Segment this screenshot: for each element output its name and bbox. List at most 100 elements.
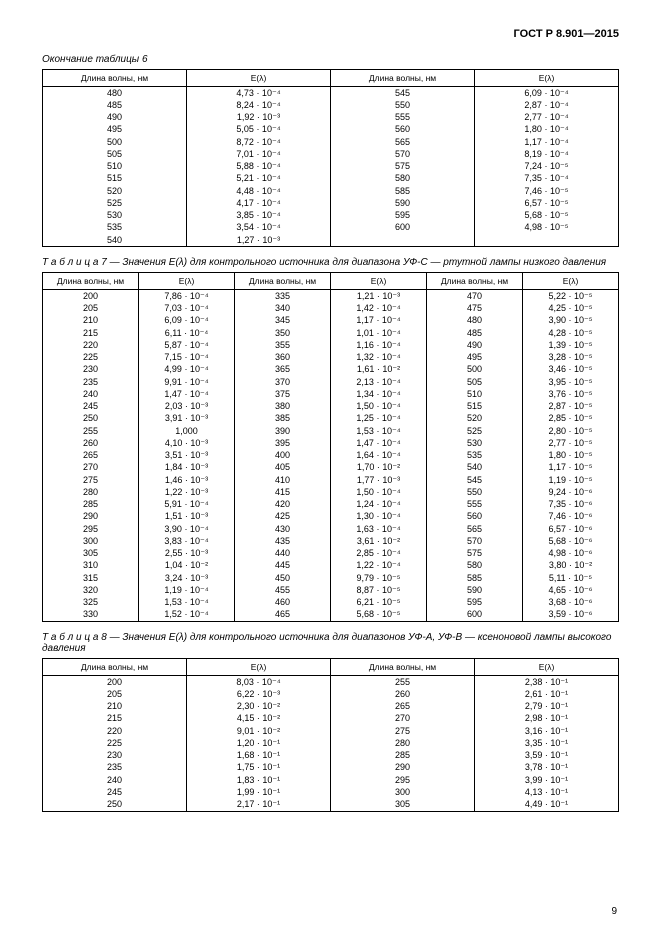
column-header: Длина волны, нм (43, 659, 187, 676)
cell: 480 (427, 315, 523, 327)
cell: 6,57 · 10⁻⁵ (475, 197, 619, 209)
cell: 345 (235, 315, 331, 327)
cell: 405 (235, 462, 331, 474)
cell: 470 (427, 290, 523, 303)
column-header: Длина волны, нм (331, 659, 475, 676)
cell: 8,19 · 10⁻⁴ (475, 148, 619, 160)
cell: 375 (235, 388, 331, 400)
cell: 3,24 · 10⁻³ (139, 572, 235, 584)
cell: 500 (43, 136, 187, 148)
cell: 3,16 · 10⁻¹ (475, 725, 619, 737)
cell: 5,88 · 10⁻⁴ (187, 161, 331, 173)
cell: 1,34 · 10⁻⁴ (331, 388, 427, 400)
cell: 320 (43, 584, 139, 596)
cell: 7,15 · 10⁻⁴ (139, 352, 235, 364)
cell: 490 (43, 112, 187, 124)
cell: 245 (43, 786, 187, 798)
cell: 1,22 · 10⁻⁴ (331, 560, 427, 572)
cell: 515 (427, 401, 523, 413)
cell: 1,19 · 10⁻⁵ (523, 474, 619, 486)
cell: 545 (427, 474, 523, 486)
cell: 4,98 · 10⁻⁵ (475, 222, 619, 234)
cell: 265 (43, 450, 139, 462)
column-header: E(λ) (187, 659, 331, 676)
column-header: E(λ) (139, 273, 235, 290)
cell: 3,85 · 10⁻⁴ (187, 210, 331, 222)
cell: 1,27 · 10⁻³ (187, 234, 331, 247)
cell: 535 (427, 450, 523, 462)
cell: 1,80 · 10⁻⁵ (523, 450, 619, 462)
cell: 215 (43, 713, 187, 725)
cell: 2,17 · 10⁻¹ (187, 799, 331, 812)
cell: 1,47 · 10⁻⁴ (139, 388, 235, 400)
cell: 210 (43, 315, 139, 327)
cell: 530 (43, 210, 187, 222)
cell: 1,17 · 10⁻⁴ (331, 315, 427, 327)
cell: 585 (427, 572, 523, 584)
cell: 4,98 · 10⁻⁶ (523, 548, 619, 560)
cell: 200 (43, 290, 139, 303)
cell: 1,22 · 10⁻³ (139, 486, 235, 498)
cell: 565 (331, 136, 475, 148)
cell: 5,91 · 10⁻⁴ (139, 499, 235, 511)
cell: 8,72 · 10⁻⁴ (187, 136, 331, 148)
cell: 6,09 · 10⁻⁴ (139, 315, 235, 327)
cell: 2,61 · 10⁻¹ (475, 688, 619, 700)
cell: 385 (235, 413, 331, 425)
cell: 7,46 · 10⁻⁵ (475, 185, 619, 197)
cell: 330 (43, 609, 139, 622)
cell: 1,25 · 10⁻⁴ (331, 413, 427, 425)
cell: 310 (43, 560, 139, 572)
cell: 7,46 · 10⁻⁶ (523, 511, 619, 523)
cell: 270 (331, 713, 475, 725)
cell: 280 (43, 486, 139, 498)
cell: 1,77 · 10⁻³ (331, 474, 427, 486)
cell: 600 (427, 609, 523, 622)
cell: 1,50 · 10⁻⁴ (331, 486, 427, 498)
cell: 590 (331, 197, 475, 209)
cell: 1,20 · 10⁻¹ (187, 737, 331, 749)
cell: 1,53 · 10⁻⁴ (139, 597, 235, 609)
column-header: Длина волны, нм (43, 70, 187, 87)
cell: 205 (43, 303, 139, 315)
table6: Длина волны, нмE(λ)Длина волны, нмE(λ)48… (42, 69, 619, 247)
cell: 2,38 · 10⁻¹ (475, 676, 619, 689)
cell: 4,48 · 10⁻⁴ (187, 185, 331, 197)
cell: 555 (427, 499, 523, 511)
cell: 9,91 · 10⁻⁴ (139, 376, 235, 388)
cell: 5,87 · 10⁻⁴ (139, 339, 235, 351)
cell: 5,68 · 10⁻⁶ (523, 535, 619, 547)
table8-caption: Т а б л и ц а 8 — Значения E(λ) для конт… (42, 632, 619, 654)
cell: 540 (427, 462, 523, 474)
cell: 560 (331, 124, 475, 136)
table8: Длина волны, нмE(λ)Длина волны, нмE(λ)20… (42, 658, 619, 812)
cell: 505 (427, 376, 523, 388)
cell: 270 (43, 462, 139, 474)
table7-caption: Т а б л и ц а 7 — Значения E(λ) для конт… (42, 257, 619, 268)
cell: 255 (43, 425, 139, 437)
cell: 1,17 · 10⁻⁵ (523, 462, 619, 474)
column-header: E(λ) (523, 273, 619, 290)
cell: 220 (43, 339, 139, 351)
cell: 1,000 (139, 425, 235, 437)
cell: 4,10 · 10⁻³ (139, 437, 235, 449)
cell: 1,16 · 10⁻⁴ (331, 339, 427, 351)
cell: 2,87 · 10⁻⁵ (523, 401, 619, 413)
cell: 8,87 · 10⁻⁵ (331, 584, 427, 596)
cell: 550 (427, 486, 523, 498)
column-header: Длина волны, нм (235, 273, 331, 290)
page-number: 9 (611, 906, 617, 917)
cell: 555 (331, 112, 475, 124)
table6-caption: Окончание таблицы 6 (42, 54, 619, 65)
cell: 350 (235, 327, 331, 339)
cell: 1,50 · 10⁻⁴ (331, 401, 427, 413)
cell: 235 (43, 762, 187, 774)
cell: 495 (427, 352, 523, 364)
table7: Длина волны, нмE(λ)Длина волны, нмE(λ)Дл… (42, 272, 619, 622)
cell: 485 (427, 327, 523, 339)
cell: 420 (235, 499, 331, 511)
cell: 3,35 · 10⁻¹ (475, 737, 619, 749)
cell: 440 (235, 548, 331, 560)
cell: 560 (427, 511, 523, 523)
cell: 580 (427, 560, 523, 572)
